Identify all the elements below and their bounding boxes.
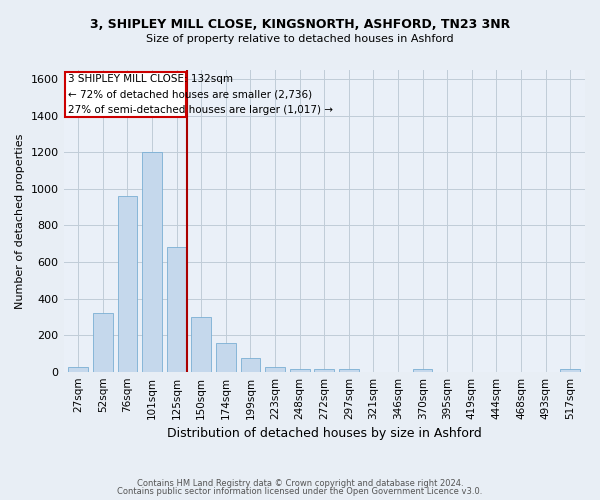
Text: 3 SHIPLEY MILL CLOSE: 132sqm: 3 SHIPLEY MILL CLOSE: 132sqm: [68, 74, 233, 84]
Bar: [142, 152, 162, 372]
Text: ← 72% of detached houses are smaller (2,736): ← 72% of detached houses are smaller (2,…: [68, 89, 312, 99]
Bar: [314, 369, 334, 372]
Bar: [191, 317, 211, 372]
Bar: [413, 369, 433, 372]
Bar: [68, 367, 88, 372]
Bar: [216, 344, 236, 371]
X-axis label: Distribution of detached houses by size in Ashford: Distribution of detached houses by size …: [167, 427, 482, 440]
Y-axis label: Number of detached properties: Number of detached properties: [15, 133, 25, 308]
Bar: [560, 369, 580, 372]
Bar: [118, 196, 137, 372]
Text: 27% of semi-detached houses are larger (1,017) →: 27% of semi-detached houses are larger (…: [68, 105, 333, 115]
Text: Size of property relative to detached houses in Ashford: Size of property relative to detached ho…: [146, 34, 454, 43]
Bar: [167, 248, 187, 372]
Bar: [339, 369, 359, 372]
Bar: [93, 313, 113, 372]
Text: 3, SHIPLEY MILL CLOSE, KINGSNORTH, ASHFORD, TN23 3NR: 3, SHIPLEY MILL CLOSE, KINGSNORTH, ASHFO…: [90, 18, 510, 30]
Bar: [265, 367, 285, 372]
Text: Contains HM Land Registry data © Crown copyright and database right 2024.: Contains HM Land Registry data © Crown c…: [137, 478, 463, 488]
FancyBboxPatch shape: [65, 72, 186, 117]
Bar: [241, 358, 260, 372]
Text: Contains public sector information licensed under the Open Government Licence v3: Contains public sector information licen…: [118, 487, 482, 496]
Bar: [290, 369, 310, 372]
